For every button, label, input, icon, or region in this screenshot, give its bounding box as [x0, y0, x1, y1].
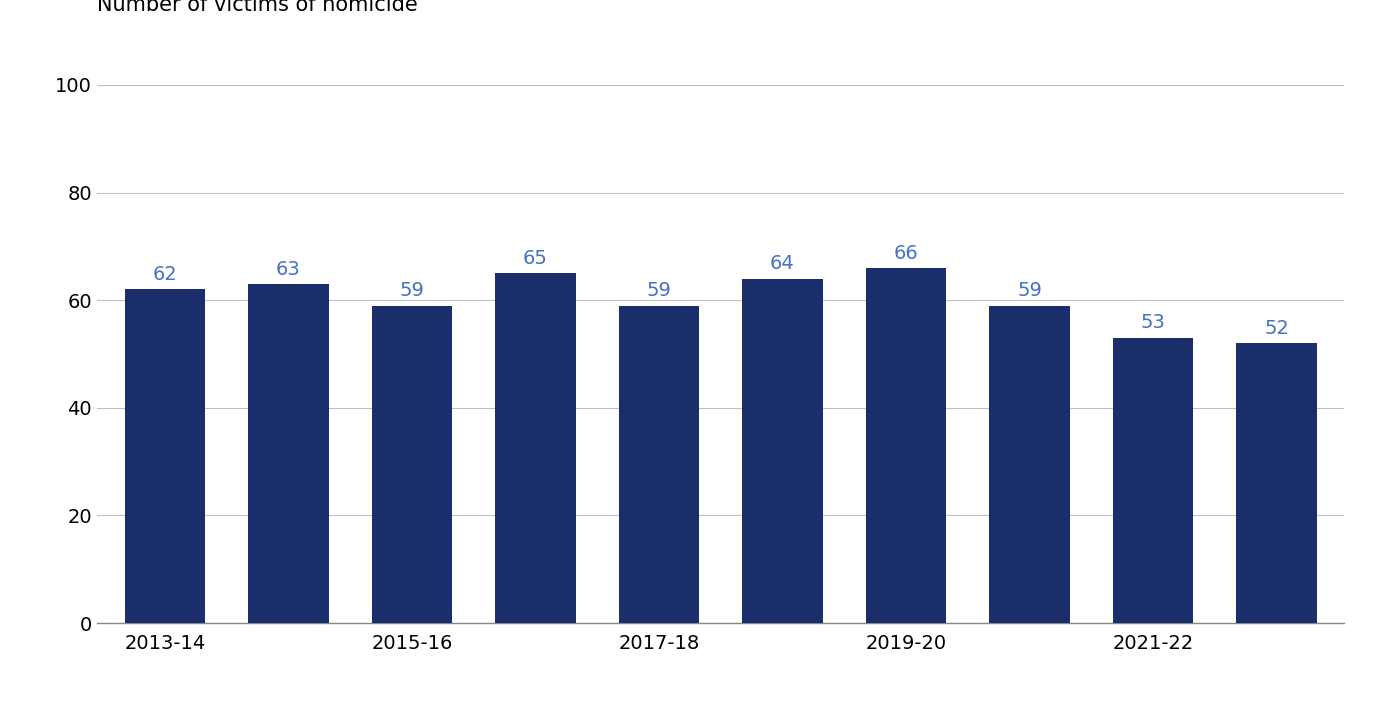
Text: 66: 66	[894, 244, 919, 263]
Text: 59: 59	[1017, 281, 1042, 300]
Bar	[990, 306, 1070, 623]
Text: Number of victims of homicide: Number of victims of homicide	[97, 0, 417, 15]
Text: 59: 59	[399, 281, 424, 300]
Text: 59: 59	[646, 281, 671, 300]
Bar	[1113, 338, 1193, 623]
Text: 64: 64	[771, 254, 794, 273]
Bar	[371, 306, 452, 623]
Bar	[1236, 343, 1317, 623]
Bar	[618, 306, 699, 623]
Text: 62: 62	[152, 265, 177, 284]
Bar	[743, 279, 823, 623]
Bar	[495, 273, 575, 623]
Bar	[248, 284, 328, 623]
Text: 52: 52	[1264, 319, 1289, 338]
Bar	[125, 290, 205, 623]
Text: 53: 53	[1141, 314, 1166, 333]
Text: 63: 63	[276, 260, 301, 279]
Text: 65: 65	[523, 249, 547, 268]
Bar	[866, 268, 947, 623]
